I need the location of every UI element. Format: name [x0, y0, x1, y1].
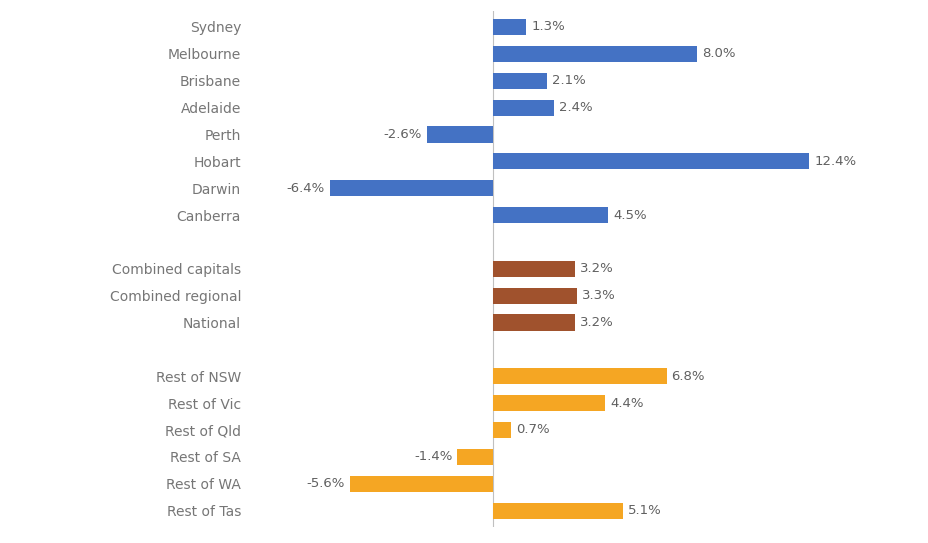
Bar: [493, 502, 623, 519]
Bar: [426, 127, 493, 142]
Text: -1.4%: -1.4%: [414, 450, 452, 463]
Bar: [493, 99, 554, 116]
Bar: [350, 476, 493, 492]
Bar: [493, 73, 546, 89]
Bar: [457, 449, 493, 465]
Text: 4.5%: 4.5%: [612, 209, 646, 222]
Text: -6.4%: -6.4%: [286, 182, 325, 195]
Bar: [493, 19, 525, 35]
Bar: [329, 180, 493, 196]
Text: 6.8%: 6.8%: [671, 370, 704, 383]
Bar: [493, 314, 574, 331]
Text: 3.2%: 3.2%: [579, 316, 612, 329]
Text: 2.1%: 2.1%: [551, 74, 585, 87]
Text: 1.3%: 1.3%: [531, 21, 564, 34]
Bar: [493, 395, 605, 411]
Text: -5.6%: -5.6%: [306, 477, 345, 490]
Text: 8.0%: 8.0%: [702, 47, 735, 60]
Text: 3.3%: 3.3%: [582, 289, 615, 302]
Bar: [493, 207, 607, 223]
Bar: [493, 46, 696, 62]
Text: 2.4%: 2.4%: [559, 101, 592, 114]
Text: 4.4%: 4.4%: [610, 396, 643, 409]
Text: 3.2%: 3.2%: [579, 262, 612, 275]
Bar: [493, 261, 574, 277]
Text: 0.7%: 0.7%: [515, 424, 549, 437]
Text: -2.6%: -2.6%: [383, 128, 421, 141]
Bar: [493, 368, 665, 384]
Bar: [493, 288, 576, 304]
Text: 12.4%: 12.4%: [814, 155, 856, 168]
Bar: [493, 422, 510, 438]
Bar: [493, 153, 808, 169]
Text: 5.1%: 5.1%: [627, 504, 662, 517]
